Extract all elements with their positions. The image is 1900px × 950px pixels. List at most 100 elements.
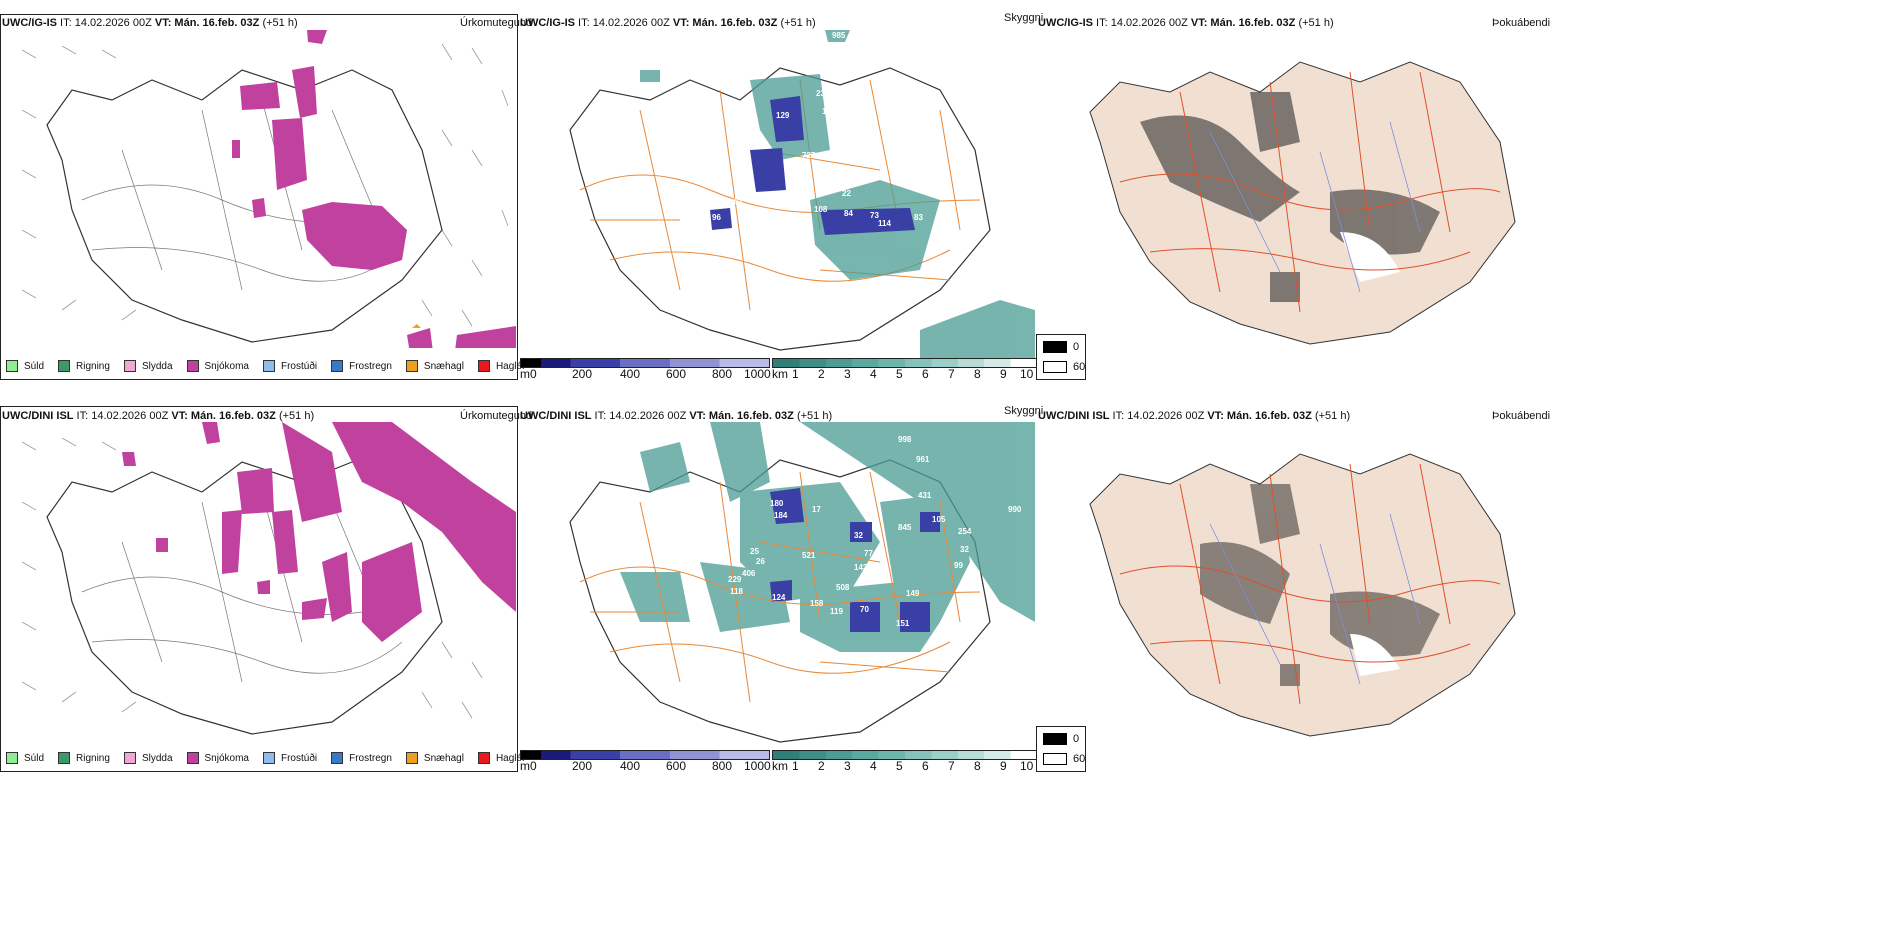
fog-label-1: Þokuábendi [1492, 17, 1551, 29]
vis-label: 66 [686, 597, 695, 606]
legend-swatch [123, 752, 136, 764]
cloud-base-colorbar-2: m 0 200 400 600 800 1000 [520, 750, 771, 773]
vis-label: 727 [802, 151, 816, 160]
legend-item: Frostúði [262, 360, 317, 372]
vis-label: 961 [916, 455, 930, 464]
legend-item: Frostregn [331, 752, 392, 764]
vis-label: 431 [918, 491, 932, 500]
vis-label: 77 [864, 549, 873, 558]
vis-label-1: Skyggni [1004, 12, 1044, 24]
fog-label-2: Þokuábendi [1492, 410, 1551, 422]
vis-label: 158 [810, 599, 824, 608]
precip-title-2: UWC/DINI ISL IT: 14.02.2026 00Z VT: Mán.… [2, 410, 315, 422]
rivers [1209, 121, 1421, 293]
vis-label: 73 [870, 211, 879, 220]
cloud-base-low [770, 488, 940, 632]
vis-label: 32 [960, 545, 969, 554]
vis-label: 24 [690, 607, 699, 616]
cloud-base-colorbar-1: m 0 200 400 600 800 1000 [520, 358, 771, 381]
vis-label: 143 [854, 563, 868, 572]
legend-swatch [477, 360, 490, 372]
vis-label: 108 [814, 205, 828, 214]
legend-item: Súld [6, 752, 44, 764]
fog-swatch-low [1043, 361, 1067, 373]
vis-title-1: UWC/IG-IS IT: 14.02.2026 00Z VT: Mán. 16… [520, 17, 816, 29]
roads-network [579, 79, 981, 311]
fog-map-1 [1089, 61, 1516, 345]
vis-label: 184 [774, 511, 788, 520]
vis-label: 204 [892, 491, 906, 500]
legend-swatch [6, 752, 18, 764]
legend-item: Rigning [58, 752, 110, 764]
vis-label: 91 [734, 197, 743, 206]
legend-swatch [331, 360, 344, 372]
vis-labels-2: 998 961 180 184 204 431 105 845 990 17 3… [686, 435, 1022, 628]
iceland-land [1089, 61, 1516, 345]
vis-label: 137 [774, 199, 788, 208]
precip-panel-1 [0, 14, 518, 380]
legend-swatch [331, 752, 344, 764]
rivers [1209, 513, 1421, 685]
legend-item: Snæhagl [405, 752, 464, 764]
legend-item: Frostúði [262, 752, 317, 764]
legend-item: Haglél [477, 360, 524, 372]
iceland-outline [46, 461, 443, 735]
vis-label: 406 [742, 569, 756, 578]
fog-swatch-low [1043, 753, 1067, 765]
vis-label: 254 [958, 527, 972, 536]
legend-item: Haglél [477, 752, 524, 764]
precip-legend-1: Súld Rigning Slydda Snjókoma Frostúði Fr… [6, 360, 538, 372]
iceland-outline [46, 69, 443, 343]
legend-item: Frostregn [331, 360, 392, 372]
vis-label: 124 [772, 593, 786, 602]
precip-title-1: UWC/IG-IS IT: 14.02.2026 00Z VT: Mán. 16… [2, 17, 298, 29]
fog-title-1: UWC/IG-IS IT: 14.02.2026 00Z VT: Mán. 16… [1038, 17, 1334, 29]
fog-title-2: UWC/DINI ISL IT: 14.02.2026 00Z VT: Mán.… [1038, 410, 1351, 422]
vis-label-2: Skyggni [1004, 405, 1044, 417]
snow-areas [122, 422, 516, 642]
vis-label: 149 [906, 589, 920, 598]
iceland-outline [569, 67, 991, 351]
precip-legend-2: Súld Rigning Slydda Snjókoma Frostúði Fr… [6, 752, 538, 764]
legend-swatch [477, 752, 490, 764]
legend-swatch [123, 360, 136, 372]
legend-swatch [6, 360, 18, 372]
vis-labels-1: 985 236 142 727 129 91 96 137 22 84 73 1… [712, 31, 923, 228]
visibility-colorbar-1: km 1 2 3 4 5 6 7 8 9 10 [772, 358, 1038, 381]
legend-swatch [58, 752, 71, 764]
iceland-land [1089, 453, 1516, 737]
legend-swatch [186, 752, 199, 764]
vis-label: 119 [830, 607, 843, 616]
precip-label-2: Úrkomutegund [460, 410, 533, 422]
legend-swatch [262, 752, 275, 764]
legend-item: Snæhagl [405, 360, 464, 372]
legend-swatch [405, 360, 418, 372]
vis-label: 985 [832, 31, 846, 40]
precip-map-1 [21, 30, 516, 348]
precip-panel-2 [0, 406, 518, 772]
fog-map-2 [1089, 453, 1516, 737]
legend-item: Rigning [58, 360, 110, 372]
precip-label-1: Úrkomutegund [460, 17, 533, 29]
legend-swatch [405, 752, 418, 764]
vis-label: 508 [836, 583, 850, 592]
vis-label: 99 [954, 561, 963, 570]
vis-label: 118 [730, 587, 743, 596]
vis-label: 96 [712, 213, 721, 222]
legend-swatch [262, 360, 275, 372]
roads-network [1119, 463, 1501, 705]
legend-item: Slydda [123, 752, 173, 764]
vis-label: 83 [914, 213, 923, 222]
vis-label: 84 [844, 209, 853, 218]
fog-legend-2: 0 60 [1036, 726, 1086, 772]
vis-label: 180 [770, 499, 784, 508]
vis-label: 990 [1008, 505, 1022, 514]
vis-label: 129 [776, 111, 790, 120]
vis-label: 229 [728, 575, 742, 584]
legend-swatch [186, 360, 199, 372]
visibility-colorbar-2: km 1 2 3 4 5 6 7 8 9 10 [772, 750, 1038, 773]
fog-legend-1: 0 60 [1036, 334, 1086, 380]
vis-map-2: 998 961 180 184 204 431 105 845 990 17 3… [569, 422, 1035, 743]
legend-item: Snjókoma [186, 752, 249, 764]
roads-network [1119, 71, 1501, 313]
